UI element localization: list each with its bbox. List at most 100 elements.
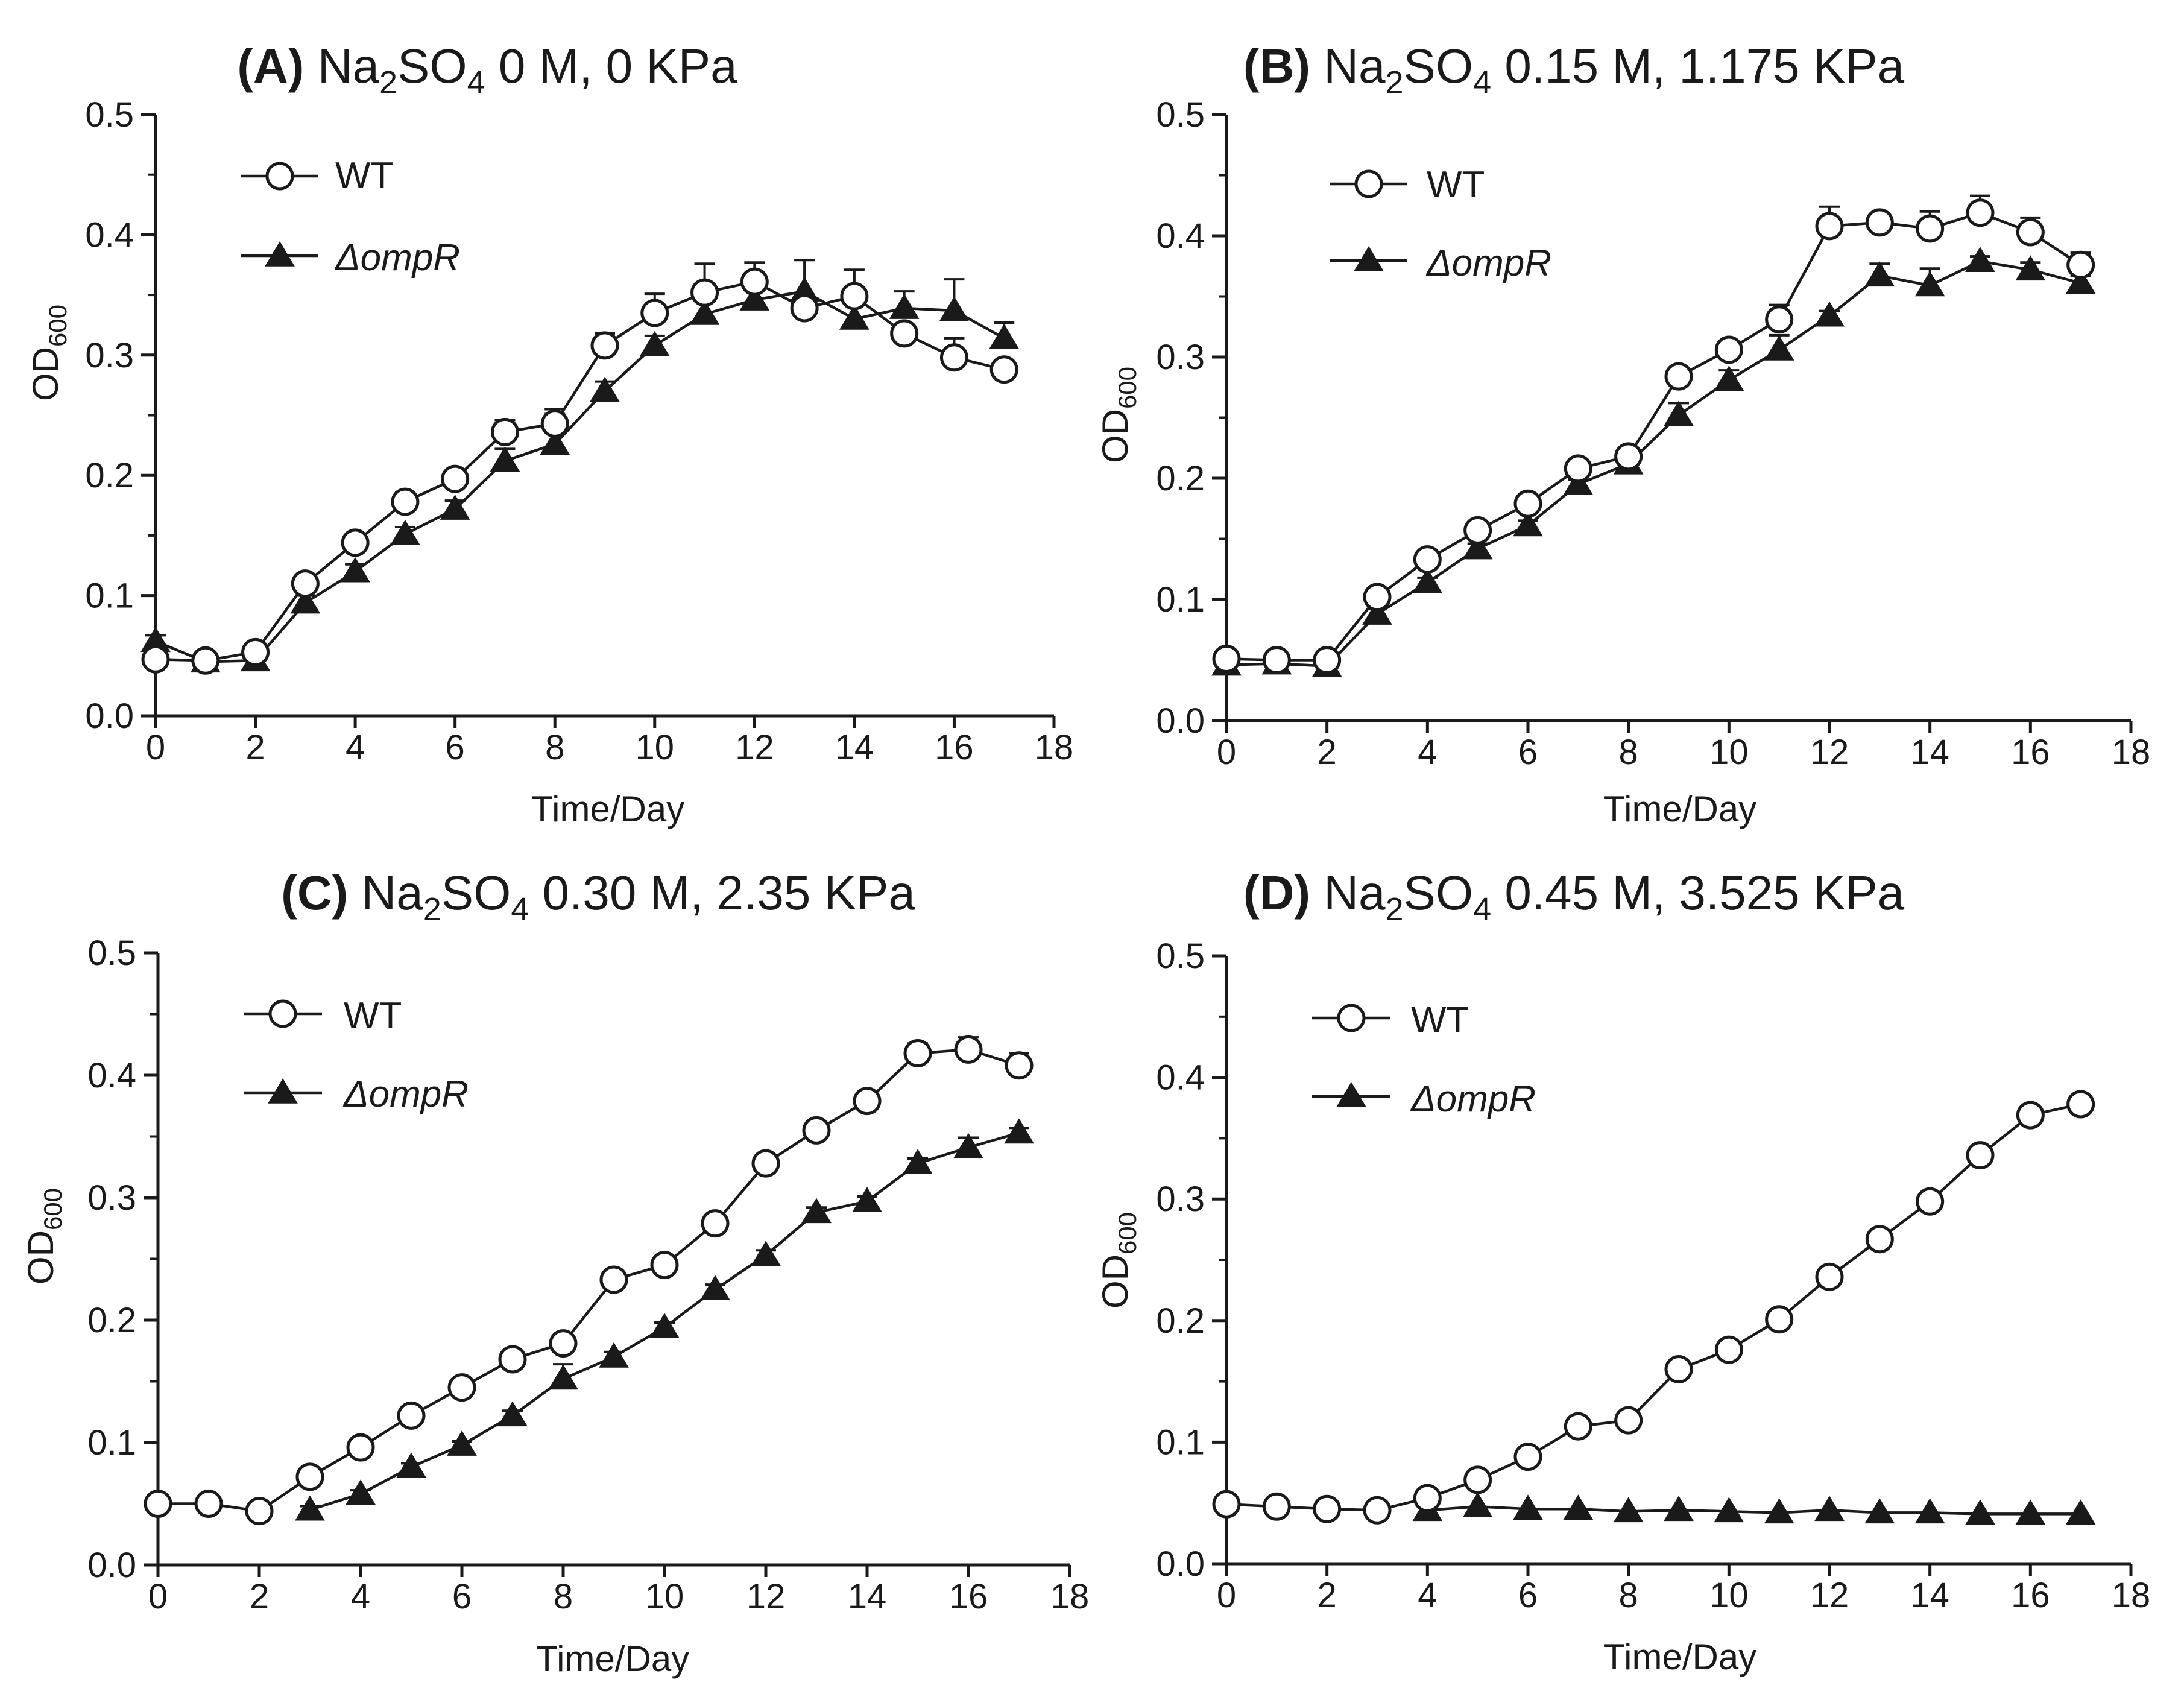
panel-c-y-tick-label: 0.4 xyxy=(87,1056,136,1095)
panel-b-ompr-point xyxy=(1513,511,1543,537)
panel-a-wt-point xyxy=(989,355,1018,384)
panel-b-x-tick-label: 16 xyxy=(2011,733,2050,772)
panel-d-wt-point xyxy=(1714,1335,1743,1364)
panel-c-wt-point xyxy=(397,1401,426,1430)
panel-d-x-tick-label: 6 xyxy=(1518,1576,1538,1615)
panel-c-wt-line xyxy=(158,1048,1020,1513)
panel-a-wt-point xyxy=(490,417,519,446)
panel-d-wt-point xyxy=(1313,1494,1342,1523)
panel-b-plot-area xyxy=(1211,194,2096,677)
panel-c-y-tick-label: 0.5 xyxy=(87,934,136,973)
panel-a-x-tick-label: 10 xyxy=(636,728,675,767)
panel-a-wt-point xyxy=(341,528,370,557)
panel-c-x-tick-label: 4 xyxy=(351,1577,370,1616)
panel-c-wt-point xyxy=(1005,1051,1034,1080)
panel-b-title: (B) Na2SO4 0.15 M, 1.175 KPa xyxy=(1243,39,1905,101)
panel-a-wt-point xyxy=(790,294,819,323)
panel-d-ompr-point xyxy=(1613,1497,1644,1523)
panel-a-wt-point xyxy=(191,646,220,675)
panel-b-wt-point xyxy=(2016,218,2045,247)
panel-b-ompr-point xyxy=(1714,365,1744,391)
panel-a-x-tick-label: 12 xyxy=(735,728,774,767)
panel-b-legend: WT ΔompR xyxy=(1330,164,1551,284)
panel-d-wt-point xyxy=(1463,1465,1492,1494)
panel-c-y-ticks: 0.0 0.1 0.2 0.3 0.4 0.5 xyxy=(87,934,158,1585)
panel-b-x-tick-label: 6 xyxy=(1518,733,1538,772)
panel-b-wt-point xyxy=(1765,305,1794,334)
panel-b-x-tick-label: 14 xyxy=(1910,733,1949,772)
panel-b-y-tick-label: 0.2 xyxy=(1156,459,1205,498)
panel-d-wt-point xyxy=(1916,1187,1945,1216)
panel-c-legend-ompr: ΔompR xyxy=(342,1073,469,1115)
panel-a-y-tick-label: 0.3 xyxy=(85,336,134,375)
panel-c-y-axis-title: OD600 xyxy=(21,1188,67,1285)
panel-d-axes xyxy=(1225,956,2131,1566)
panel-a-y-ticks: 0.0 0.1 0.2 0.3 0.4 0.5 xyxy=(85,95,156,736)
panel-b-wt-point xyxy=(2066,250,2095,279)
panel-a-wt-point xyxy=(141,645,170,674)
panel-a-x-tick-label: 18 xyxy=(1035,728,1074,767)
panel-a-x-tick-label: 6 xyxy=(446,728,465,767)
panel-b-wt-point xyxy=(1564,454,1592,483)
panel-a-ompr-line xyxy=(155,289,1005,663)
panel-b-x-tick-label: 8 xyxy=(1619,733,1638,772)
panel-d-legend-ompr-marker xyxy=(1336,1081,1366,1107)
panel-b-wt-point xyxy=(1714,335,1743,364)
panel-b-ompr-point xyxy=(1362,599,1392,625)
panel-b-ompr-point xyxy=(2015,255,2046,281)
panel-b: (B) Na2SO4 0.15 M, 1.175 KPa Time/Day OD… xyxy=(1095,39,2150,829)
panel-d-ompr-point xyxy=(2015,1499,2046,1525)
panel-a-wt-point xyxy=(391,487,420,516)
panel-c-wt-point xyxy=(903,1038,932,1067)
panel-a-ompr-point xyxy=(540,429,570,455)
panel-b-y-tick-label: 0.0 xyxy=(1156,701,1205,741)
panel-a-x-tick-label: 0 xyxy=(146,728,165,767)
panel-a-y-axis-title: OD600 xyxy=(25,305,72,401)
panel-d-ompr-point xyxy=(1864,1498,1895,1524)
panel-b-ompr-point xyxy=(2065,268,2096,294)
panel-c-wt-point xyxy=(498,1345,527,1374)
panel-b-legend-ompr-marker xyxy=(1354,245,1384,271)
panel-b-ompr-point xyxy=(1462,534,1493,560)
panel-d-ompr-point xyxy=(1563,1494,1594,1520)
panel-d-y-axis-title: OD600 xyxy=(1095,1212,1141,1309)
panel-a-ompr-point xyxy=(440,495,470,520)
panel-b-legend-ompr: ΔompR xyxy=(1425,242,1551,284)
panel-b-wt-point xyxy=(1513,489,1542,518)
panel-b-x-tick-label: 4 xyxy=(1418,733,1437,772)
panel-a-y-tick-label: 0.1 xyxy=(85,577,134,616)
panel-d-wt-point xyxy=(1564,1412,1592,1441)
panel-d-x-tick-label: 12 xyxy=(1810,1576,1849,1615)
panel-c-ompr-point xyxy=(953,1133,983,1158)
panel-c-y-tick-label: 0.0 xyxy=(87,1546,136,1585)
panel-a-x-tick-label: 16 xyxy=(935,728,974,767)
panel-c-x-tick-label: 2 xyxy=(250,1577,269,1616)
panel-d: (D) Na2SO4 0.45 M, 3.525 KPa Time/Day OD… xyxy=(1095,866,2150,1677)
panel-d-x-tick-label: 10 xyxy=(1709,1576,1749,1615)
panel-a-x-tick-label: 14 xyxy=(835,728,874,767)
panel-a-ompr-point xyxy=(739,285,770,311)
panel-c-wt-point xyxy=(194,1490,223,1518)
panel-b-ompr-point xyxy=(1412,567,1443,593)
panel-b-wt-point xyxy=(1916,214,1945,243)
panel-c-ompr-point xyxy=(295,1495,325,1521)
panel-d-x-tick-label: 18 xyxy=(2112,1576,2151,1615)
panel-c-legend-wt: WT xyxy=(344,995,402,1037)
panel-b-ompr-point xyxy=(1764,335,1794,361)
panel-a-axes xyxy=(154,115,1054,718)
panel-d-wt-point xyxy=(1865,1225,1894,1254)
panel-c-wt-point xyxy=(295,1462,324,1491)
panel-c-y-tick-label: 0.3 xyxy=(87,1178,136,1218)
panel-a-x-axis-title: Time/Day xyxy=(531,789,684,829)
panel-d-ompr-point xyxy=(1914,1498,1945,1524)
panel-c-ompr-point xyxy=(852,1187,882,1212)
panel-d-y-tick-label: 0.1 xyxy=(1156,1423,1205,1462)
panel-d-ompr-point xyxy=(2065,1499,2096,1525)
panel-c-y-tick-label: 0.2 xyxy=(87,1301,136,1340)
panel-c-x-tick-label: 14 xyxy=(848,1577,887,1616)
panel-c-x-tick-label: 10 xyxy=(645,1577,684,1616)
panel-a-ompr-point xyxy=(490,446,520,472)
panel-c-ompr-point xyxy=(649,1313,680,1338)
panel-b-wt-point xyxy=(1212,644,1241,673)
